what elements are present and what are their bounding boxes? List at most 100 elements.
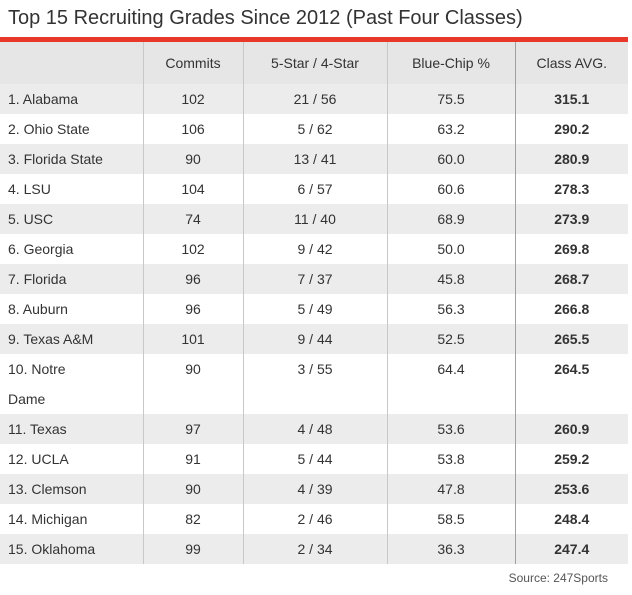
commits-cell: 74 xyxy=(142,204,243,234)
table-row: 8. Auburn 96 5 / 49 56.3 266.8 xyxy=(0,294,628,324)
bluechip-cell: 60.6 xyxy=(386,174,515,204)
class-avg-cell: 259.2 xyxy=(514,444,628,474)
bluechip-cell: 53.8 xyxy=(386,444,515,474)
table-row: 10. Notre Dame 90 3 / 55 64.4 264.5 xyxy=(0,354,628,414)
class-avg-cell: 265.5 xyxy=(514,324,628,354)
column-header-class-avg: Class AVG. xyxy=(514,42,628,84)
bluechip-cell: 53.6 xyxy=(386,414,515,444)
bluechip-cell: 68.9 xyxy=(386,204,515,234)
team-cell: 3. Florida State xyxy=(8,151,103,167)
bluechip-cell: 50.0 xyxy=(386,234,515,264)
stars-cell: 4 / 39 xyxy=(242,474,387,504)
team-name-line: 10. Notre xyxy=(8,361,66,377)
team-cell: 8. Auburn xyxy=(8,301,68,317)
table-row: 13. Clemson 90 4 / 39 47.8 253.6 xyxy=(0,474,628,504)
team-cell: 7. Florida xyxy=(8,271,67,287)
commits-cell: 97 xyxy=(142,414,243,444)
bluechip-cell: 45.8 xyxy=(386,264,515,294)
team-cell: 1. Alabama xyxy=(8,91,79,107)
team-cell: 11. Texas xyxy=(8,421,67,437)
bluechip-cell: 36.3 xyxy=(386,534,515,564)
column-header-team xyxy=(0,42,143,84)
commits-cell: 82 xyxy=(142,504,243,534)
team-cell: 9. Texas A&M xyxy=(8,331,94,347)
class-avg-cell: 278.3 xyxy=(514,174,628,204)
column-header-commits: Commits xyxy=(142,42,243,84)
commits-cell: 96 xyxy=(142,264,243,294)
table-row: 14. Michigan 82 2 / 46 58.5 248.4 xyxy=(0,504,628,534)
stars-cell: 3 / 55 xyxy=(242,354,387,414)
class-avg-cell: 268.7 xyxy=(514,264,628,294)
commits-cell: 106 xyxy=(142,114,243,144)
stars-cell: 5 / 62 xyxy=(242,114,387,144)
team-cell: 5. USC xyxy=(8,211,54,227)
column-header-bluechip: Blue-Chip % xyxy=(386,42,515,84)
bluechip-cell: 58.5 xyxy=(386,504,515,534)
stars-cell: 6 / 57 xyxy=(242,174,387,204)
table-row: 1. Alabama 102 21 / 56 75.5 315.1 xyxy=(0,84,628,114)
class-avg-cell: 315.1 xyxy=(514,84,628,114)
table-row: 5. USC 74 11 / 40 68.9 273.9 xyxy=(0,204,628,234)
accent-divider xyxy=(0,37,628,42)
team-cell: 10. Notre Dame xyxy=(0,354,143,414)
table-row: 2. Ohio State 106 5 / 62 63.2 290.2 xyxy=(0,114,628,144)
class-avg-cell: 264.5 xyxy=(514,354,628,414)
stars-cell: 9 / 44 xyxy=(242,324,387,354)
team-cell: 2. Ohio State xyxy=(8,121,90,137)
bluechip-cell: 52.5 xyxy=(386,324,515,354)
stars-cell: 4 / 48 xyxy=(242,414,387,444)
commits-cell: 101 xyxy=(142,324,243,354)
stars-cell: 7 / 37 xyxy=(242,264,387,294)
commits-cell: 99 xyxy=(142,534,243,564)
commits-cell: 102 xyxy=(142,234,243,264)
column-header-stars: 5-Star / 4-Star xyxy=(242,42,387,84)
class-avg-cell: 253.6 xyxy=(514,474,628,504)
table-row: 11. Texas 97 4 / 48 53.6 260.9 xyxy=(0,414,628,444)
commits-cell: 96 xyxy=(142,294,243,324)
table-row: 7. Florida 96 7 / 37 45.8 268.7 xyxy=(0,264,628,294)
table-row: 6. Georgia 102 9 / 42 50.0 269.8 xyxy=(0,234,628,264)
stars-cell: 2 / 34 xyxy=(242,534,387,564)
commits-cell: 102 xyxy=(142,84,243,114)
stars-cell: 21 / 56 xyxy=(242,84,387,114)
stars-cell: 5 / 44 xyxy=(242,444,387,474)
commits-cell: 91 xyxy=(142,444,243,474)
commits-cell: 104 xyxy=(142,174,243,204)
bluechip-cell: 64.4 xyxy=(386,354,515,414)
page-title: Top 15 Recruiting Grades Since 2012 (Pas… xyxy=(8,7,523,29)
bluechip-cell: 75.5 xyxy=(386,84,515,114)
team-cell: 12. UCLA xyxy=(8,451,69,467)
team-cell: 13. Clemson xyxy=(8,481,87,497)
team-cell: 4. LSU xyxy=(8,181,51,197)
table-header-row: Commits 5-Star / 4-Star Blue-Chip % Clas… xyxy=(0,42,628,84)
table-row: 12. UCLA 91 5 / 44 53.8 259.2 xyxy=(0,444,628,474)
team-name-line: Dame xyxy=(8,391,46,407)
team-cell: 15. Oklahoma xyxy=(8,541,96,557)
source-credit: Source: 247Sports xyxy=(508,571,608,585)
table-row: 9. Texas A&M 101 9 / 44 52.5 265.5 xyxy=(0,324,628,354)
stars-cell: 13 / 41 xyxy=(242,144,387,174)
bluechip-cell: 63.2 xyxy=(386,114,515,144)
table-row: 3. Florida State 90 13 / 41 60.0 280.9 xyxy=(0,144,628,174)
class-avg-cell: 260.9 xyxy=(514,414,628,444)
table-row: 4. LSU 104 6 / 57 60.6 278.3 xyxy=(0,174,628,204)
stars-cell: 2 / 46 xyxy=(242,504,387,534)
class-avg-cell: 273.9 xyxy=(514,204,628,234)
recruiting-table: Commits 5-Star / 4-Star Blue-Chip % Clas… xyxy=(0,42,628,564)
table-row: 15. Oklahoma 99 2 / 34 36.3 247.4 xyxy=(0,534,628,564)
class-avg-cell: 269.8 xyxy=(514,234,628,264)
stars-cell: 5 / 49 xyxy=(242,294,387,324)
class-avg-cell: 248.4 xyxy=(514,504,628,534)
commits-cell: 90 xyxy=(142,474,243,504)
bluechip-cell: 56.3 xyxy=(386,294,515,324)
commits-cell: 90 xyxy=(142,144,243,174)
team-cell: 6. Georgia xyxy=(8,241,74,257)
bluechip-cell: 47.8 xyxy=(386,474,515,504)
stars-cell: 11 / 40 xyxy=(242,204,387,234)
stars-cell: 9 / 42 xyxy=(242,234,387,264)
class-avg-cell: 280.9 xyxy=(514,144,628,174)
class-avg-cell: 266.8 xyxy=(514,294,628,324)
bluechip-cell: 60.0 xyxy=(386,144,515,174)
class-avg-cell: 290.2 xyxy=(514,114,628,144)
